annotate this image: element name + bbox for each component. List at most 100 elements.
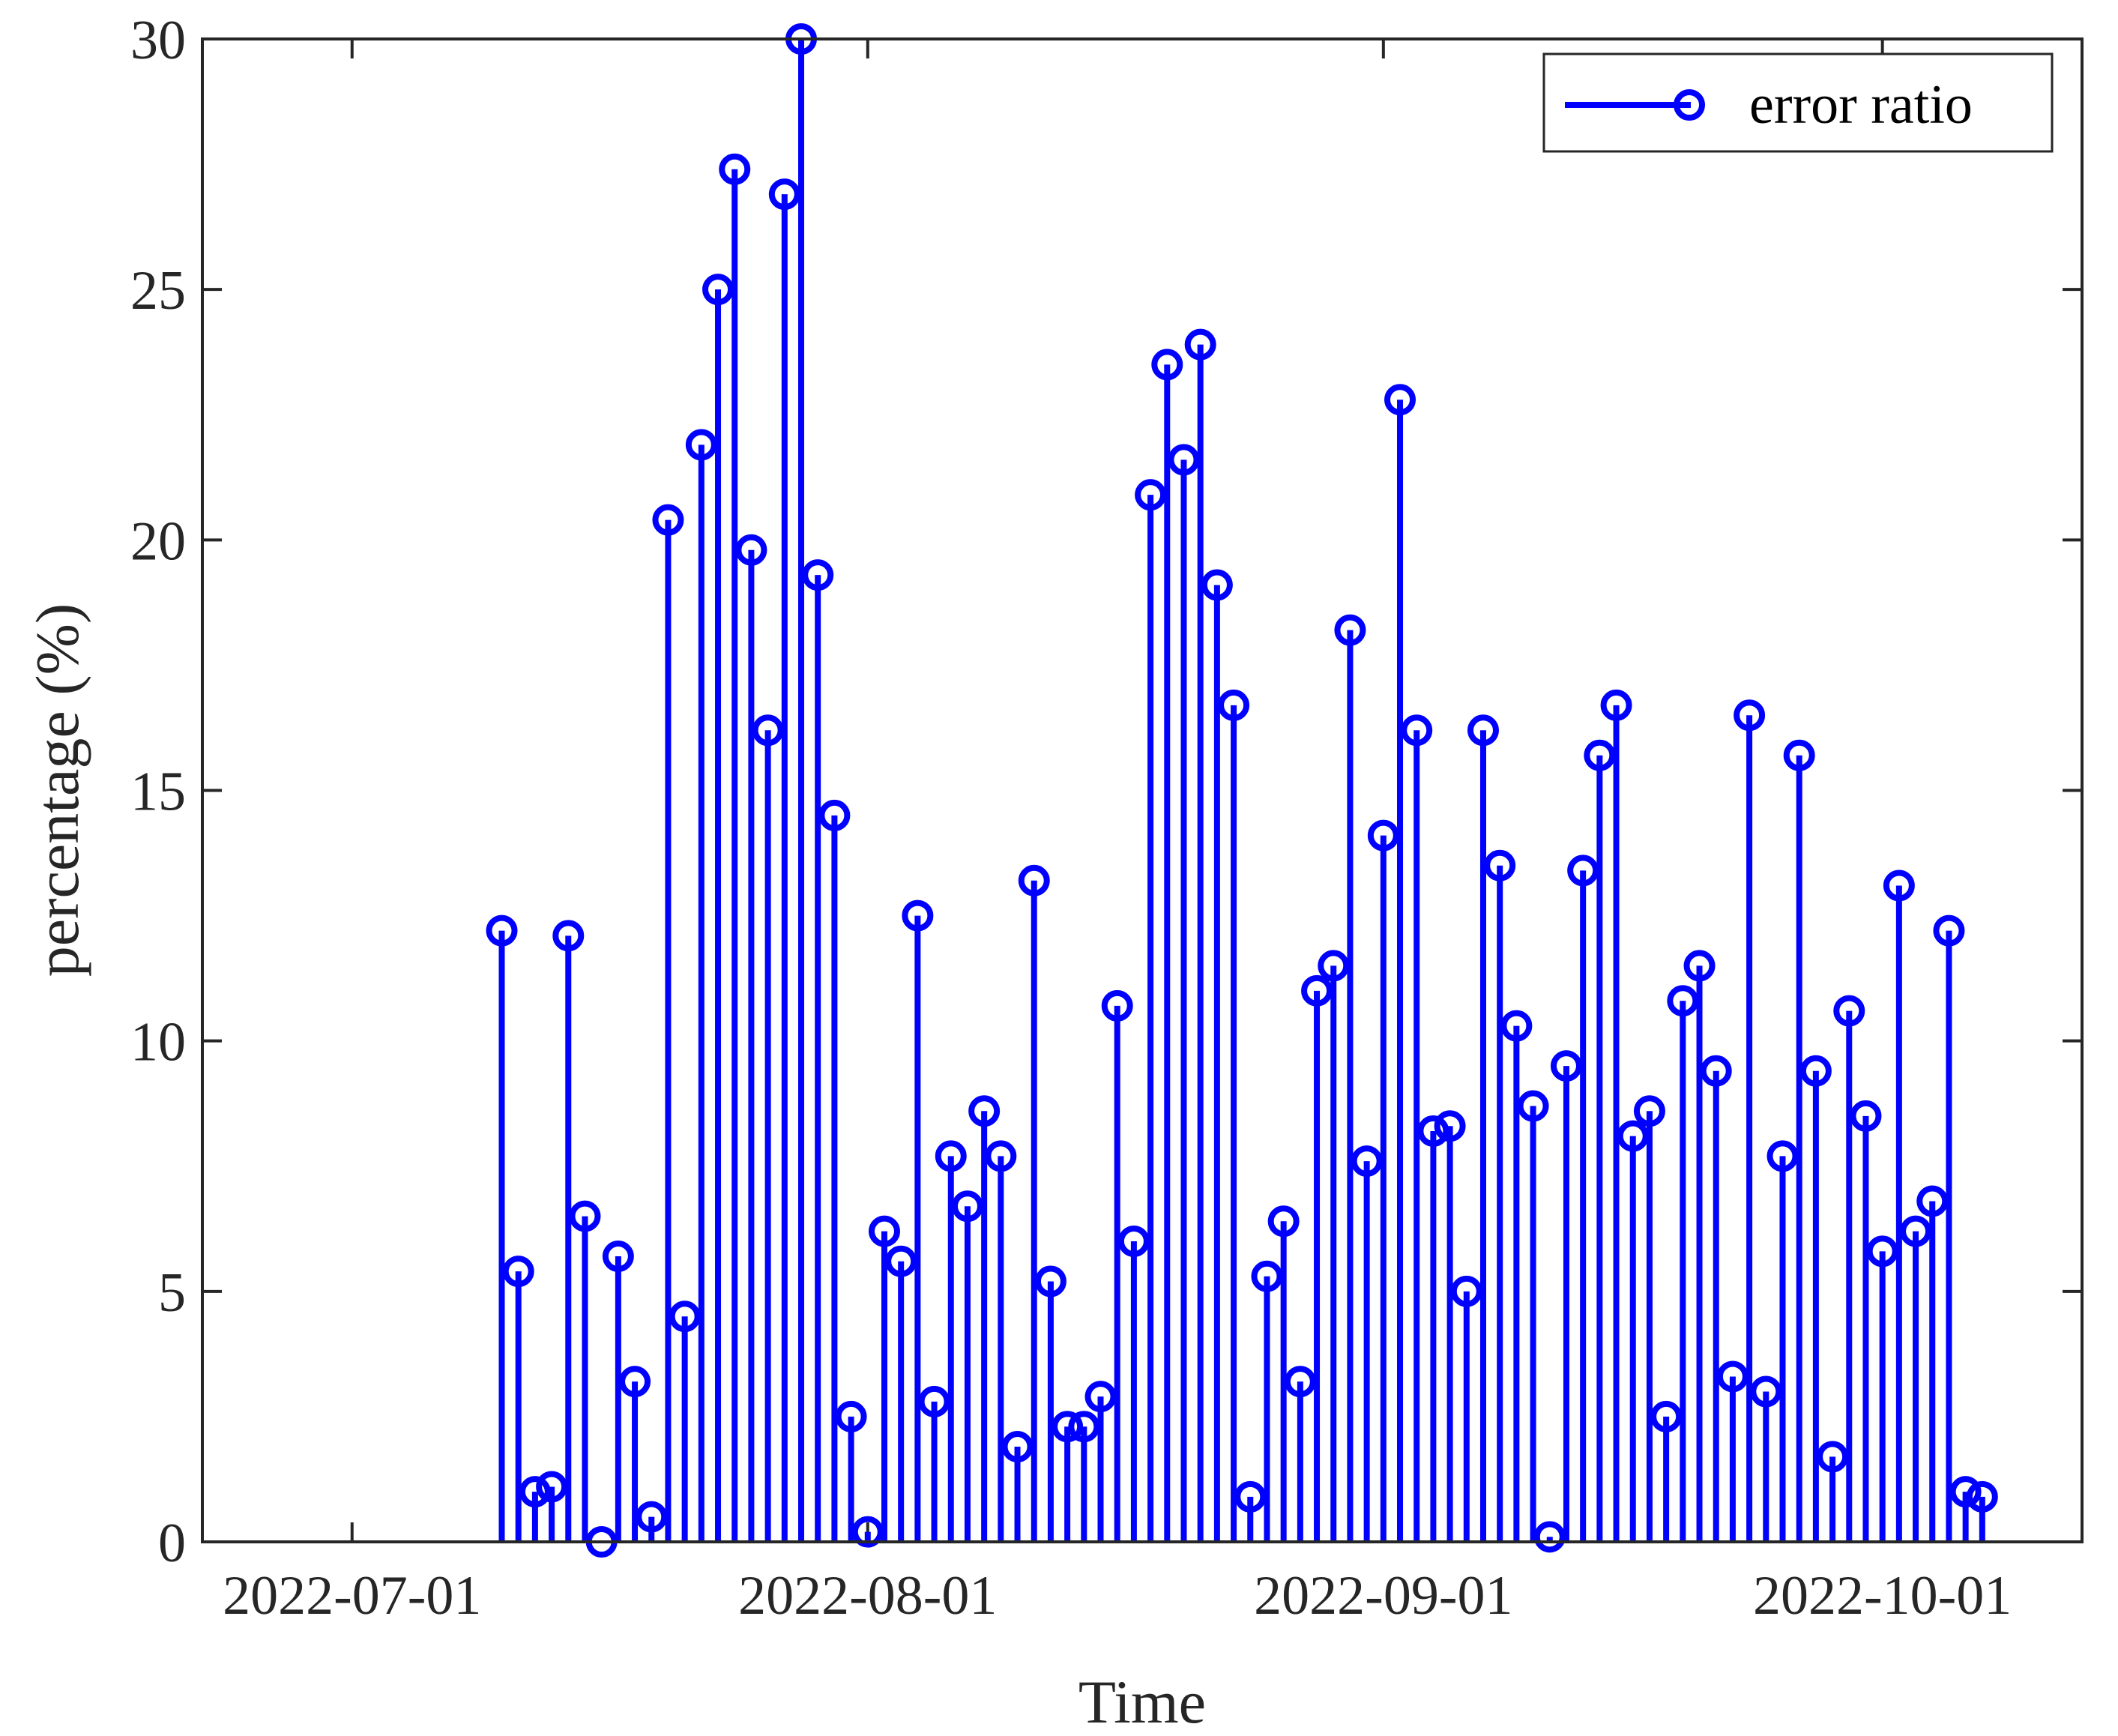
stem-marker: [602, 1241, 634, 1273]
stem-marker: [1667, 985, 1699, 1017]
stem-marker: [1584, 739, 1616, 771]
stem-marker: [1417, 1115, 1449, 1147]
stem-marker: [1650, 1400, 1683, 1432]
stem-marker: [1267, 1205, 1300, 1238]
stem-marker: [636, 1501, 668, 1533]
stem-marker: [1883, 869, 1915, 902]
stem-marker: [768, 178, 800, 211]
stem-marker: [1966, 1480, 1998, 1513]
stem-marker: [735, 534, 767, 566]
y-tick-label: 15: [130, 762, 186, 823]
stem-marker: [1766, 1140, 1799, 1172]
stem-marker: [1434, 1110, 1466, 1142]
stem-marker: [1068, 1411, 1100, 1443]
stem-marker: [536, 1471, 568, 1503]
stem-marker: [868, 1215, 900, 1247]
stem-marker: [1101, 989, 1133, 1022]
stem-marker: [1750, 1375, 1782, 1408]
y-tick-labels: 0 5 10 15 20 25 30: [130, 10, 186, 1574]
stem-marker: [1318, 950, 1350, 982]
y-tick-label: 30: [130, 10, 186, 71]
x-tick-labels: 2022-07-01 2022-08-01 2022-09-01 2022-10-01: [223, 1565, 2012, 1627]
y-tick-label: 0: [158, 1513, 186, 1574]
stem-marker: [519, 1476, 551, 1508]
stem-marker: [1018, 864, 1050, 896]
stem-marker: [902, 899, 934, 932]
legend-entry-label: error ratio: [1749, 74, 1973, 136]
stem-marker: [1850, 1100, 1882, 1132]
stem-marker: [669, 1301, 701, 1333]
stem-marker: [802, 559, 834, 591]
stem-marker: [985, 1140, 1017, 1172]
x-tick-label: 2022-07-01: [223, 1565, 481, 1627]
stem-marker: [1135, 479, 1167, 511]
stem-marker: [1866, 1235, 1898, 1268]
stem-marker: [1916, 1185, 1949, 1217]
stem-marker: [1001, 1431, 1034, 1463]
stem-marker: [1351, 1145, 1383, 1178]
stem-marker: [1567, 855, 1599, 887]
y-tick-label: 25: [130, 260, 186, 322]
stem-marker: [1234, 1480, 1267, 1513]
stem-marker: [1617, 1120, 1649, 1152]
legend-marker: [1674, 89, 1705, 121]
stem-marker: [486, 914, 518, 947]
stem-marker: [1284, 1366, 1316, 1398]
stem-marker: [1034, 1265, 1066, 1298]
stem-marker: [1533, 1521, 1566, 1553]
stem-marker: [719, 153, 751, 185]
stem-marker: [502, 1256, 534, 1288]
stem-marker: [935, 1140, 967, 1172]
stem-marker: [1933, 914, 1965, 947]
stem-marker: [685, 429, 717, 461]
stem-marker: [1716, 1360, 1749, 1393]
stem-marker: [1184, 328, 1216, 361]
stem-marker: [1201, 569, 1233, 601]
stem-marker: [1500, 1010, 1533, 1042]
legend-box: [1542, 52, 2054, 153]
stem-marker: [1484, 849, 1516, 881]
stem-marker: [1401, 714, 1433, 747]
y-tick-label: 5: [158, 1262, 186, 1324]
stem-marker: [1550, 1050, 1582, 1082]
stem-marker: [835, 1400, 867, 1432]
stem-marker: [1450, 1275, 1482, 1307]
stem-marker: [652, 504, 684, 536]
stem-marker: [619, 1366, 651, 1398]
x-tick-label: 2022-09-01: [1254, 1565, 1512, 1627]
stem-marker: [851, 1516, 884, 1548]
stem-marker: [1117, 1226, 1150, 1257]
stem-marker: [918, 1385, 950, 1417]
stem-marker: [702, 274, 734, 306]
stem-marker: [552, 920, 585, 952]
stem-marker: [1783, 739, 1815, 771]
stem-marker: [1817, 1441, 1849, 1473]
stem-marker: [1900, 1215, 1932, 1247]
stem-marker: [1301, 974, 1333, 1007]
stem-marker: [951, 1190, 983, 1223]
stem-marker: [885, 1245, 917, 1277]
stem-marker: [1799, 1055, 1832, 1087]
stem-marker: [1384, 384, 1416, 416]
data-stems: [486, 23, 1998, 1558]
stem-marker: [1168, 444, 1200, 476]
y-tick-label: 10: [130, 1012, 186, 1073]
stem-marker: [1251, 1260, 1283, 1292]
stem-marker: [1734, 699, 1766, 732]
legend: error ratio: [1542, 52, 2054, 153]
stem-marker: [752, 714, 784, 747]
stem-marker: [1949, 1476, 1982, 1508]
stem-marker: [1151, 349, 1183, 381]
stem-marker: [968, 1095, 1001, 1127]
y-axis-title: percentage (%): [23, 603, 91, 977]
stem-marker: [569, 1200, 601, 1232]
stem-marker: [818, 799, 851, 831]
stem-marker: [1517, 1090, 1549, 1122]
stem-marker: [1052, 1411, 1084, 1443]
stem-marker: [1367, 819, 1399, 852]
x-axis-title: Time: [1078, 1668, 1206, 1736]
x-tick-label: 2022-08-01: [738, 1565, 997, 1627]
stem-marker: [1218, 689, 1250, 721]
stem-marker: [1084, 1381, 1117, 1413]
stem-marker: [1833, 995, 1865, 1027]
